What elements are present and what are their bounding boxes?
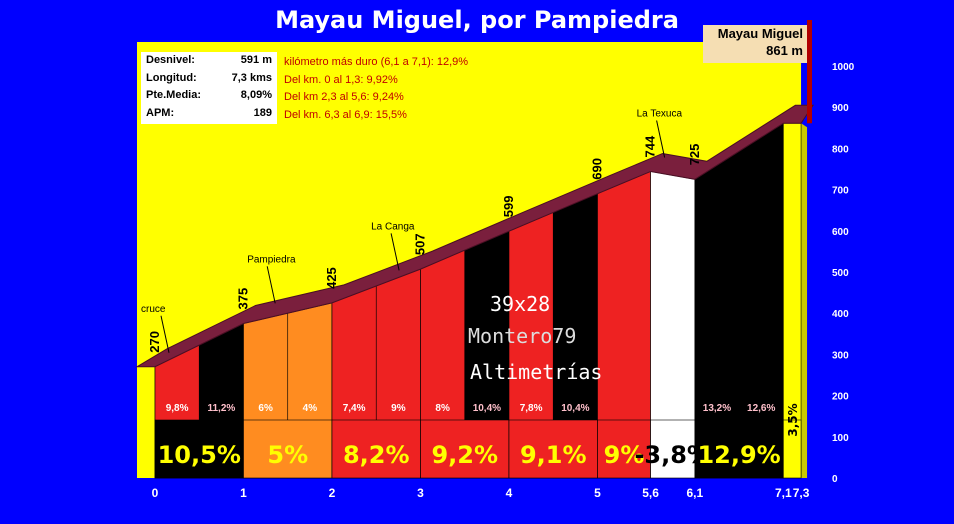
summit-pole xyxy=(807,20,812,124)
altitude-label: 599 xyxy=(501,196,516,218)
segment-slope-label: 9,2% xyxy=(431,441,498,469)
stat-value: 7,3 kms xyxy=(231,71,272,84)
note-section: Del km 2,3 al 5,6: 9,24% xyxy=(284,91,404,103)
x-tick-label: 5,6 xyxy=(642,486,659,500)
summit-name: Mayau Miguel xyxy=(717,26,803,41)
y-tick-label: 900 xyxy=(832,103,849,114)
half-km-slope-label: 10,4% xyxy=(473,403,501,414)
y-tick-label: 100 xyxy=(832,433,849,444)
y-tick-label: 800 xyxy=(832,144,849,155)
stat-row: Pte.Media: 8,09% xyxy=(141,87,277,105)
y-tick-label: 500 xyxy=(832,268,849,279)
segment-slope-label: 9% xyxy=(604,441,645,469)
x-tick-label: 0 xyxy=(152,486,159,500)
altitude-label: 744 xyxy=(643,135,658,157)
half-km-slope-label: 11,2% xyxy=(207,403,235,414)
y-tick-label: 600 xyxy=(832,227,849,238)
half-km-slope-label: 9,8% xyxy=(166,403,189,414)
slope-band xyxy=(597,419,651,479)
stat-value: 189 xyxy=(253,106,272,119)
half-km-slope-label: 6% xyxy=(258,403,273,414)
altitude-label: 375 xyxy=(236,288,251,310)
place-label: La Canga xyxy=(371,221,415,232)
segment-slope-label: 12,9% xyxy=(697,441,780,469)
watermark-size: 39x28 xyxy=(490,292,551,316)
watermark-author: Montero79 xyxy=(468,324,577,348)
place-leader-line xyxy=(266,266,276,304)
slope-band xyxy=(694,419,784,479)
plot-side-wall xyxy=(801,123,808,478)
stat-row: Desnivel: 591 m xyxy=(141,52,277,70)
segment-slope-label: 8,2% xyxy=(343,441,410,469)
chart-title: Mayau Miguel, por Pampiedra xyxy=(275,6,679,34)
segment-slope-label: 10,5% xyxy=(158,441,241,469)
stat-value: 591 m xyxy=(240,54,272,66)
altitude-label: 690 xyxy=(590,158,605,180)
x-tick-label: 6,1 xyxy=(687,486,704,500)
slope-band xyxy=(243,419,333,479)
y-tick-label: 200 xyxy=(832,392,849,403)
y-tick-label: 400 xyxy=(832,309,849,320)
stat-label: APM: xyxy=(146,106,175,119)
x-tick-label: 4 xyxy=(506,486,513,500)
half-km-slope-label: 7,4% xyxy=(343,403,366,414)
summit-altitude: 861 m xyxy=(766,43,803,58)
half-km-slope-label: 10,4% xyxy=(561,403,589,414)
stat-row: APM: 189 xyxy=(141,105,277,123)
place-label: La Texuca xyxy=(637,108,683,119)
altitude-label: 507 xyxy=(413,233,428,255)
stat-row: Longitud: 7,3 kms xyxy=(141,70,277,88)
place-label: Pampiedra xyxy=(247,254,296,265)
altitude-label: 270 xyxy=(147,331,162,353)
stat-value: 8,09% xyxy=(240,89,272,101)
place-label: cruce xyxy=(141,304,166,315)
y-tick-label: 300 xyxy=(832,350,849,361)
half-km-slope-label: 12,6% xyxy=(747,403,775,414)
half-km-slope-label: 8% xyxy=(435,403,450,414)
note-hardest-km: kilómetro más duro (6,1 a 7,1): 12,9% xyxy=(284,56,469,68)
x-tick-label: 5 xyxy=(594,486,601,500)
slope-band xyxy=(331,419,421,479)
x-tick-label: 3 xyxy=(417,486,424,500)
place-leader-line xyxy=(390,233,400,271)
slope-band xyxy=(650,419,696,479)
x-tick-label: 1 xyxy=(240,486,247,500)
half-km-slope-label: 13,2% xyxy=(703,403,731,414)
stat-label: Longitud: xyxy=(146,71,197,84)
x-tick-label: 2 xyxy=(329,486,336,500)
watermark-brand: Altimetrías xyxy=(470,360,603,384)
segment-slope-label: 5% xyxy=(267,441,308,469)
note-section: Del km. 6,3 al 6,9: 15,5% xyxy=(284,108,407,121)
segment-slope-label: -3,8% xyxy=(634,441,711,469)
slope-band xyxy=(154,419,244,479)
stat-label: Desnivel: xyxy=(146,54,195,66)
segment-slope-label: 9,1% xyxy=(520,441,587,469)
slope-band xyxy=(420,419,510,479)
altitude-label: 425 xyxy=(324,267,339,289)
altitude-label: 725 xyxy=(687,144,702,166)
y-tick-label: 700 xyxy=(832,186,849,197)
x-tick-label: 7,1 xyxy=(775,486,792,500)
notes-box: kilómetro más duro (6,1 a 7,1): 12,9% De… xyxy=(284,54,468,124)
slope-band xyxy=(508,419,598,479)
stats-box: Desnivel: 591 m Longitud: 7,3 kms Pte.Medi… xyxy=(141,52,277,124)
half-km-slope-label: 4% xyxy=(303,403,318,414)
x-tick-label: 7,3 xyxy=(793,486,810,500)
y-tick-label: 0 xyxy=(832,474,838,485)
y-tick-label: 1000 xyxy=(832,62,855,73)
place-leader-line xyxy=(160,315,170,353)
summit-label: Mayau Miguel 861 m xyxy=(703,25,807,63)
place-leader-line xyxy=(656,120,666,158)
segment-slope-label: 3,5% xyxy=(786,403,800,436)
slope-band xyxy=(783,419,802,479)
stat-label: Pte.Media: xyxy=(146,89,202,101)
half-km-slope-label: 9% xyxy=(391,403,406,414)
half-km-slope-label: 7,8% xyxy=(520,403,543,414)
note-section: Del km. 0 al 1,3: 9,92% xyxy=(284,73,398,86)
